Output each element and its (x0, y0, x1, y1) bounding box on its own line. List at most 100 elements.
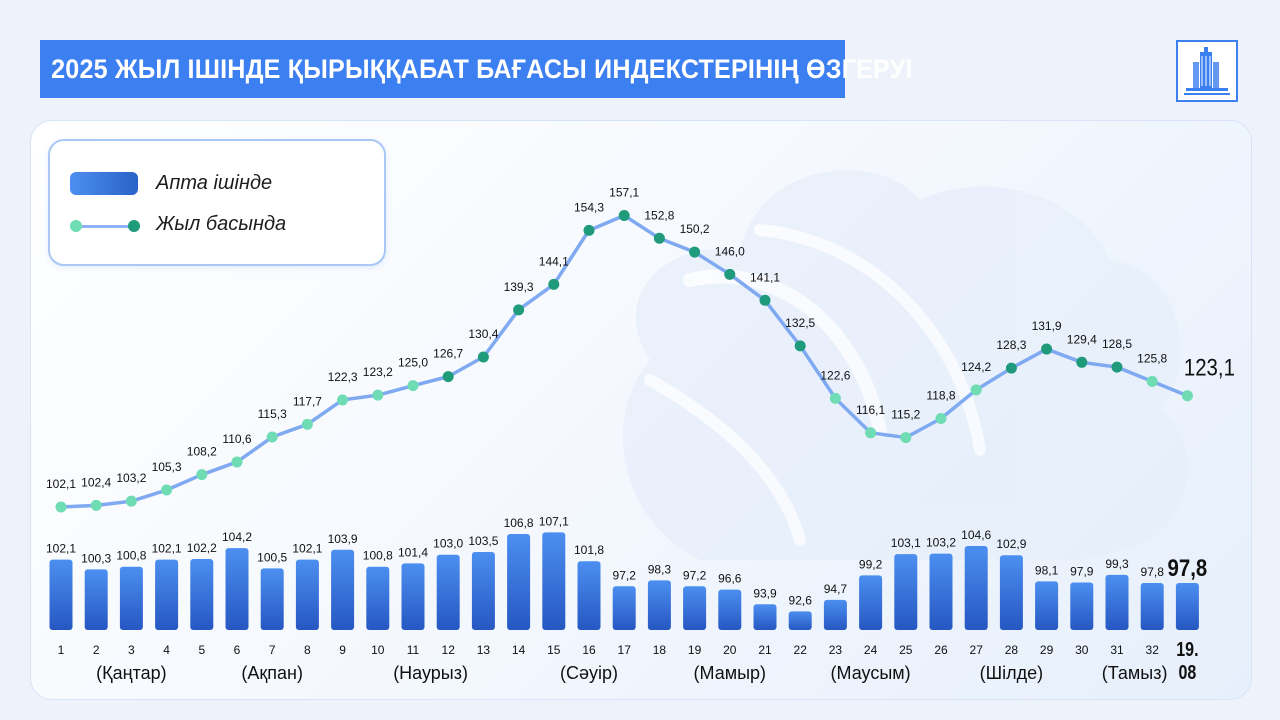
x-tick-label: 28 (1005, 643, 1019, 657)
line-label: 103,2 (116, 471, 146, 485)
bar (260, 568, 284, 630)
x-tick-label: 5 (198, 643, 205, 657)
bar (964, 545, 988, 630)
bar-label: 92,6 (789, 593, 813, 607)
line-label: 144,1 (539, 254, 569, 268)
line-label: 110,6 (222, 432, 251, 446)
line-point (865, 427, 877, 439)
bar (190, 559, 214, 630)
line-label: 126,7 (433, 347, 463, 361)
bar (753, 604, 777, 630)
line-layer (55, 210, 1193, 513)
bar (471, 551, 495, 630)
x-tick-label: 22 (794, 643, 808, 657)
line-point (442, 371, 454, 383)
month-label: (Мамыр) (694, 663, 767, 683)
line-point (794, 340, 806, 352)
x-tick-label: 19 (688, 643, 702, 657)
line-point (900, 432, 912, 444)
bar-label: 102,2 (187, 541, 217, 555)
line-label: 122,3 (328, 370, 358, 384)
month-label: (Тамыз) (1102, 663, 1168, 683)
bar-label: 99,3 (1105, 557, 1129, 571)
bar-label: 100,5 (257, 550, 287, 564)
line-point (829, 392, 841, 404)
bar-label: 102,1 (152, 542, 182, 556)
bar-label: 98,1 (1035, 563, 1059, 577)
month-label: (Наурыз) (393, 663, 468, 683)
x-tick-label: 2 (93, 643, 100, 657)
line-label: 105,3 (152, 460, 182, 474)
bar (788, 611, 812, 630)
bar-label: 101,4 (398, 545, 428, 559)
line-label: 122,6 (820, 368, 850, 382)
line-point (689, 246, 701, 258)
line-point (161, 484, 173, 496)
month-label: (Сәуір) (560, 663, 618, 683)
legend-line-swatch (76, 225, 134, 228)
x-tick-label: 30 (1075, 643, 1089, 657)
bar (1175, 583, 1199, 630)
month-label: (Ақпан) (241, 663, 303, 683)
bar-label: 100,8 (363, 549, 393, 563)
bar-label: 97,2 (683, 568, 707, 582)
bar-label: 103,0 (433, 537, 463, 551)
line-point (1146, 375, 1158, 387)
bar-label: 99,2 (859, 557, 883, 571)
x-tick-label: 32 (1146, 643, 1160, 657)
line-point (653, 232, 665, 244)
line-point (1076, 356, 1088, 368)
bar-label: 97,8 (1168, 554, 1208, 581)
bar-label: 97,8 (1141, 565, 1165, 579)
bar-label: 103,1 (891, 536, 921, 550)
line-label: 118,8 (926, 388, 955, 402)
legend-dot-end (128, 220, 140, 232)
x-tick-label: 6 (234, 643, 241, 657)
bar-label: 100,8 (116, 549, 146, 563)
bar-label: 101,8 (574, 543, 604, 557)
bar-label: 102,1 (46, 542, 76, 556)
bar-label: 104,2 (222, 530, 252, 544)
bar-label: 104,6 (961, 528, 991, 542)
line-label: 123,2 (363, 365, 393, 379)
bar-label: 103,2 (926, 536, 956, 550)
bar-label: 103,9 (328, 532, 358, 546)
line-label: 124,2 (961, 360, 991, 374)
line-point (1005, 362, 1017, 374)
bar (647, 580, 671, 630)
bar (366, 566, 390, 630)
legend-bar-swatch (70, 172, 138, 195)
bar (155, 559, 179, 630)
bar (823, 599, 847, 630)
bar-label: 97,2 (613, 568, 637, 582)
x-tick-label: 4 (163, 643, 170, 657)
x-tick-label: 12 (442, 643, 456, 657)
x-tick-label: 27 (970, 643, 984, 657)
line-point (970, 384, 982, 396)
bar (331, 549, 355, 630)
line-point (1181, 390, 1193, 402)
line-label: 128,3 (996, 338, 1026, 352)
legend-ytd-label: Жыл басында (156, 213, 287, 235)
bar (295, 559, 319, 630)
bar (999, 555, 1023, 630)
line-label: 152,8 (644, 208, 674, 222)
bar-label: 102,9 (996, 537, 1026, 551)
line-point (724, 268, 736, 280)
background-decoration (622, 170, 1188, 560)
line-point (90, 499, 102, 511)
line-label: 157,1 (609, 186, 639, 200)
line-point (513, 304, 525, 316)
x-tick-label: 31 (1110, 643, 1124, 657)
line-label: 130,4 (468, 327, 498, 341)
line-label: 129,4 (1067, 332, 1097, 346)
line-label: 108,2 (187, 445, 217, 459)
bar-label: 100,3 (81, 551, 111, 565)
bar (929, 553, 953, 630)
month-label: (Шілде) (980, 663, 1044, 683)
x-tick-label: 14 (512, 643, 526, 657)
bar (507, 533, 531, 630)
line-label: 102,4 (81, 475, 111, 489)
line-label: 116,1 (856, 403, 885, 417)
